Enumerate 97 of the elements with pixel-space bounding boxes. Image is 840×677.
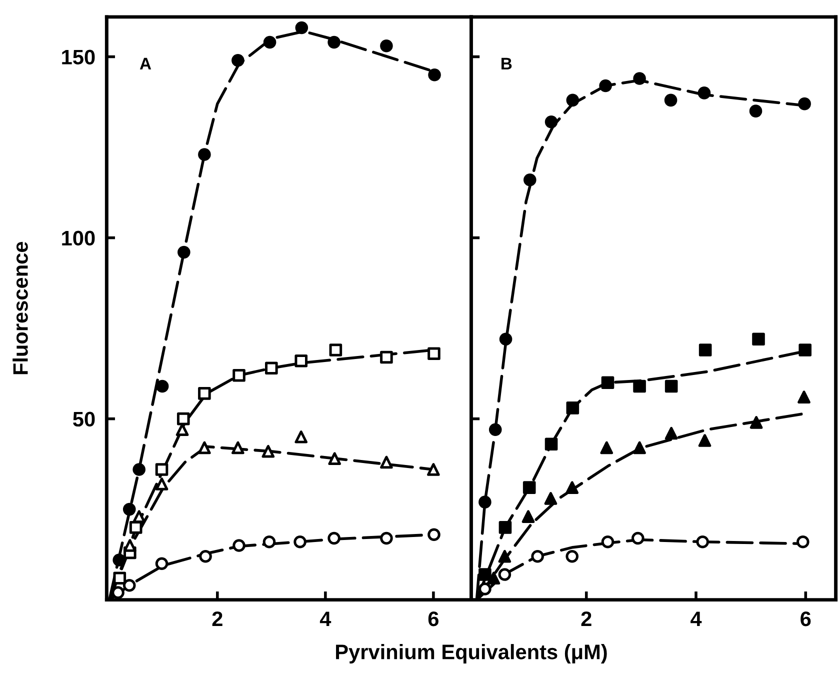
point: [566, 550, 579, 563]
point: [531, 550, 544, 563]
point: [544, 116, 558, 128]
x-tick-label: 6: [800, 611, 811, 626]
point: [122, 502, 136, 516]
point: [380, 350, 393, 364]
annotation: A: [140, 58, 152, 70]
point: [380, 456, 393, 469]
x-axis-title: Pyrvinium Equivalents (μM): [336, 644, 607, 664]
point: [798, 390, 810, 404]
point: [698, 344, 712, 356]
point: [498, 568, 512, 581]
point: [176, 412, 190, 426]
point: [122, 578, 136, 592]
point: [328, 36, 340, 49]
point: [232, 54, 244, 67]
point: [522, 510, 535, 523]
point: [198, 387, 211, 400]
point: [263, 36, 276, 49]
y-tick-label: 150: [62, 50, 95, 65]
point: [599, 79, 612, 92]
point: [380, 39, 393, 52]
point: [498, 521, 512, 534]
point: [798, 344, 812, 356]
point: [124, 539, 136, 552]
point: [428, 347, 440, 360]
point: [155, 478, 168, 490]
point: [232, 368, 246, 382]
point: [696, 535, 709, 548]
point: [265, 362, 278, 375]
point: [478, 496, 492, 508]
point: [499, 332, 512, 346]
point: [524, 173, 536, 186]
point: [566, 402, 580, 414]
point: [633, 441, 646, 454]
point: [294, 354, 308, 368]
x-tick-label: 2: [212, 611, 222, 626]
point: [294, 430, 308, 444]
point: [427, 463, 440, 476]
point: [178, 246, 190, 259]
point: [633, 380, 646, 393]
point: [601, 376, 614, 389]
point: [633, 72, 646, 85]
point: [329, 344, 342, 356]
point: [328, 532, 340, 545]
point: [796, 535, 810, 548]
point: [428, 68, 441, 82]
point: [232, 441, 244, 454]
point: [262, 535, 276, 548]
point: [664, 380, 678, 393]
point: [487, 572, 500, 584]
point: [544, 438, 558, 451]
point: [132, 463, 146, 476]
point: [488, 423, 502, 436]
point: [566, 94, 580, 107]
point: [522, 481, 536, 494]
point: [631, 532, 644, 545]
point: [498, 550, 512, 563]
point: [295, 21, 308, 34]
point: [198, 441, 211, 454]
y-tick-label: 100: [62, 230, 95, 246]
x-tick-label: 2: [581, 611, 592, 626]
point: [155, 463, 168, 476]
x-tick-label: 4: [320, 612, 332, 626]
point: [112, 586, 124, 599]
point: [600, 441, 614, 454]
point: [698, 434, 712, 447]
point: [664, 426, 678, 440]
point: [232, 539, 246, 552]
point: [294, 535, 306, 548]
point: [113, 572, 126, 584]
point: [199, 550, 212, 563]
y-tick-label: 50: [73, 412, 95, 427]
point: [749, 104, 762, 118]
point: [798, 97, 811, 110]
point: [129, 521, 142, 534]
point: [380, 532, 393, 545]
point: [478, 568, 492, 581]
point: [601, 535, 614, 548]
point: [198, 148, 211, 161]
point: [176, 423, 189, 436]
point: [328, 452, 341, 466]
y-axis-title: Fluorescence: [12, 242, 28, 374]
point: [262, 444, 275, 458]
point: [698, 86, 711, 100]
point: [544, 492, 558, 505]
point: [664, 94, 678, 107]
point: [752, 332, 765, 346]
point: [428, 528, 440, 542]
point: [156, 380, 169, 393]
point: [478, 582, 492, 596]
annotation: B: [502, 58, 512, 70]
point: [750, 416, 763, 429]
x-tick-label: 6: [428, 611, 438, 626]
point: [566, 481, 579, 494]
point: [155, 557, 168, 570]
x-tick-label: 4: [690, 612, 702, 626]
